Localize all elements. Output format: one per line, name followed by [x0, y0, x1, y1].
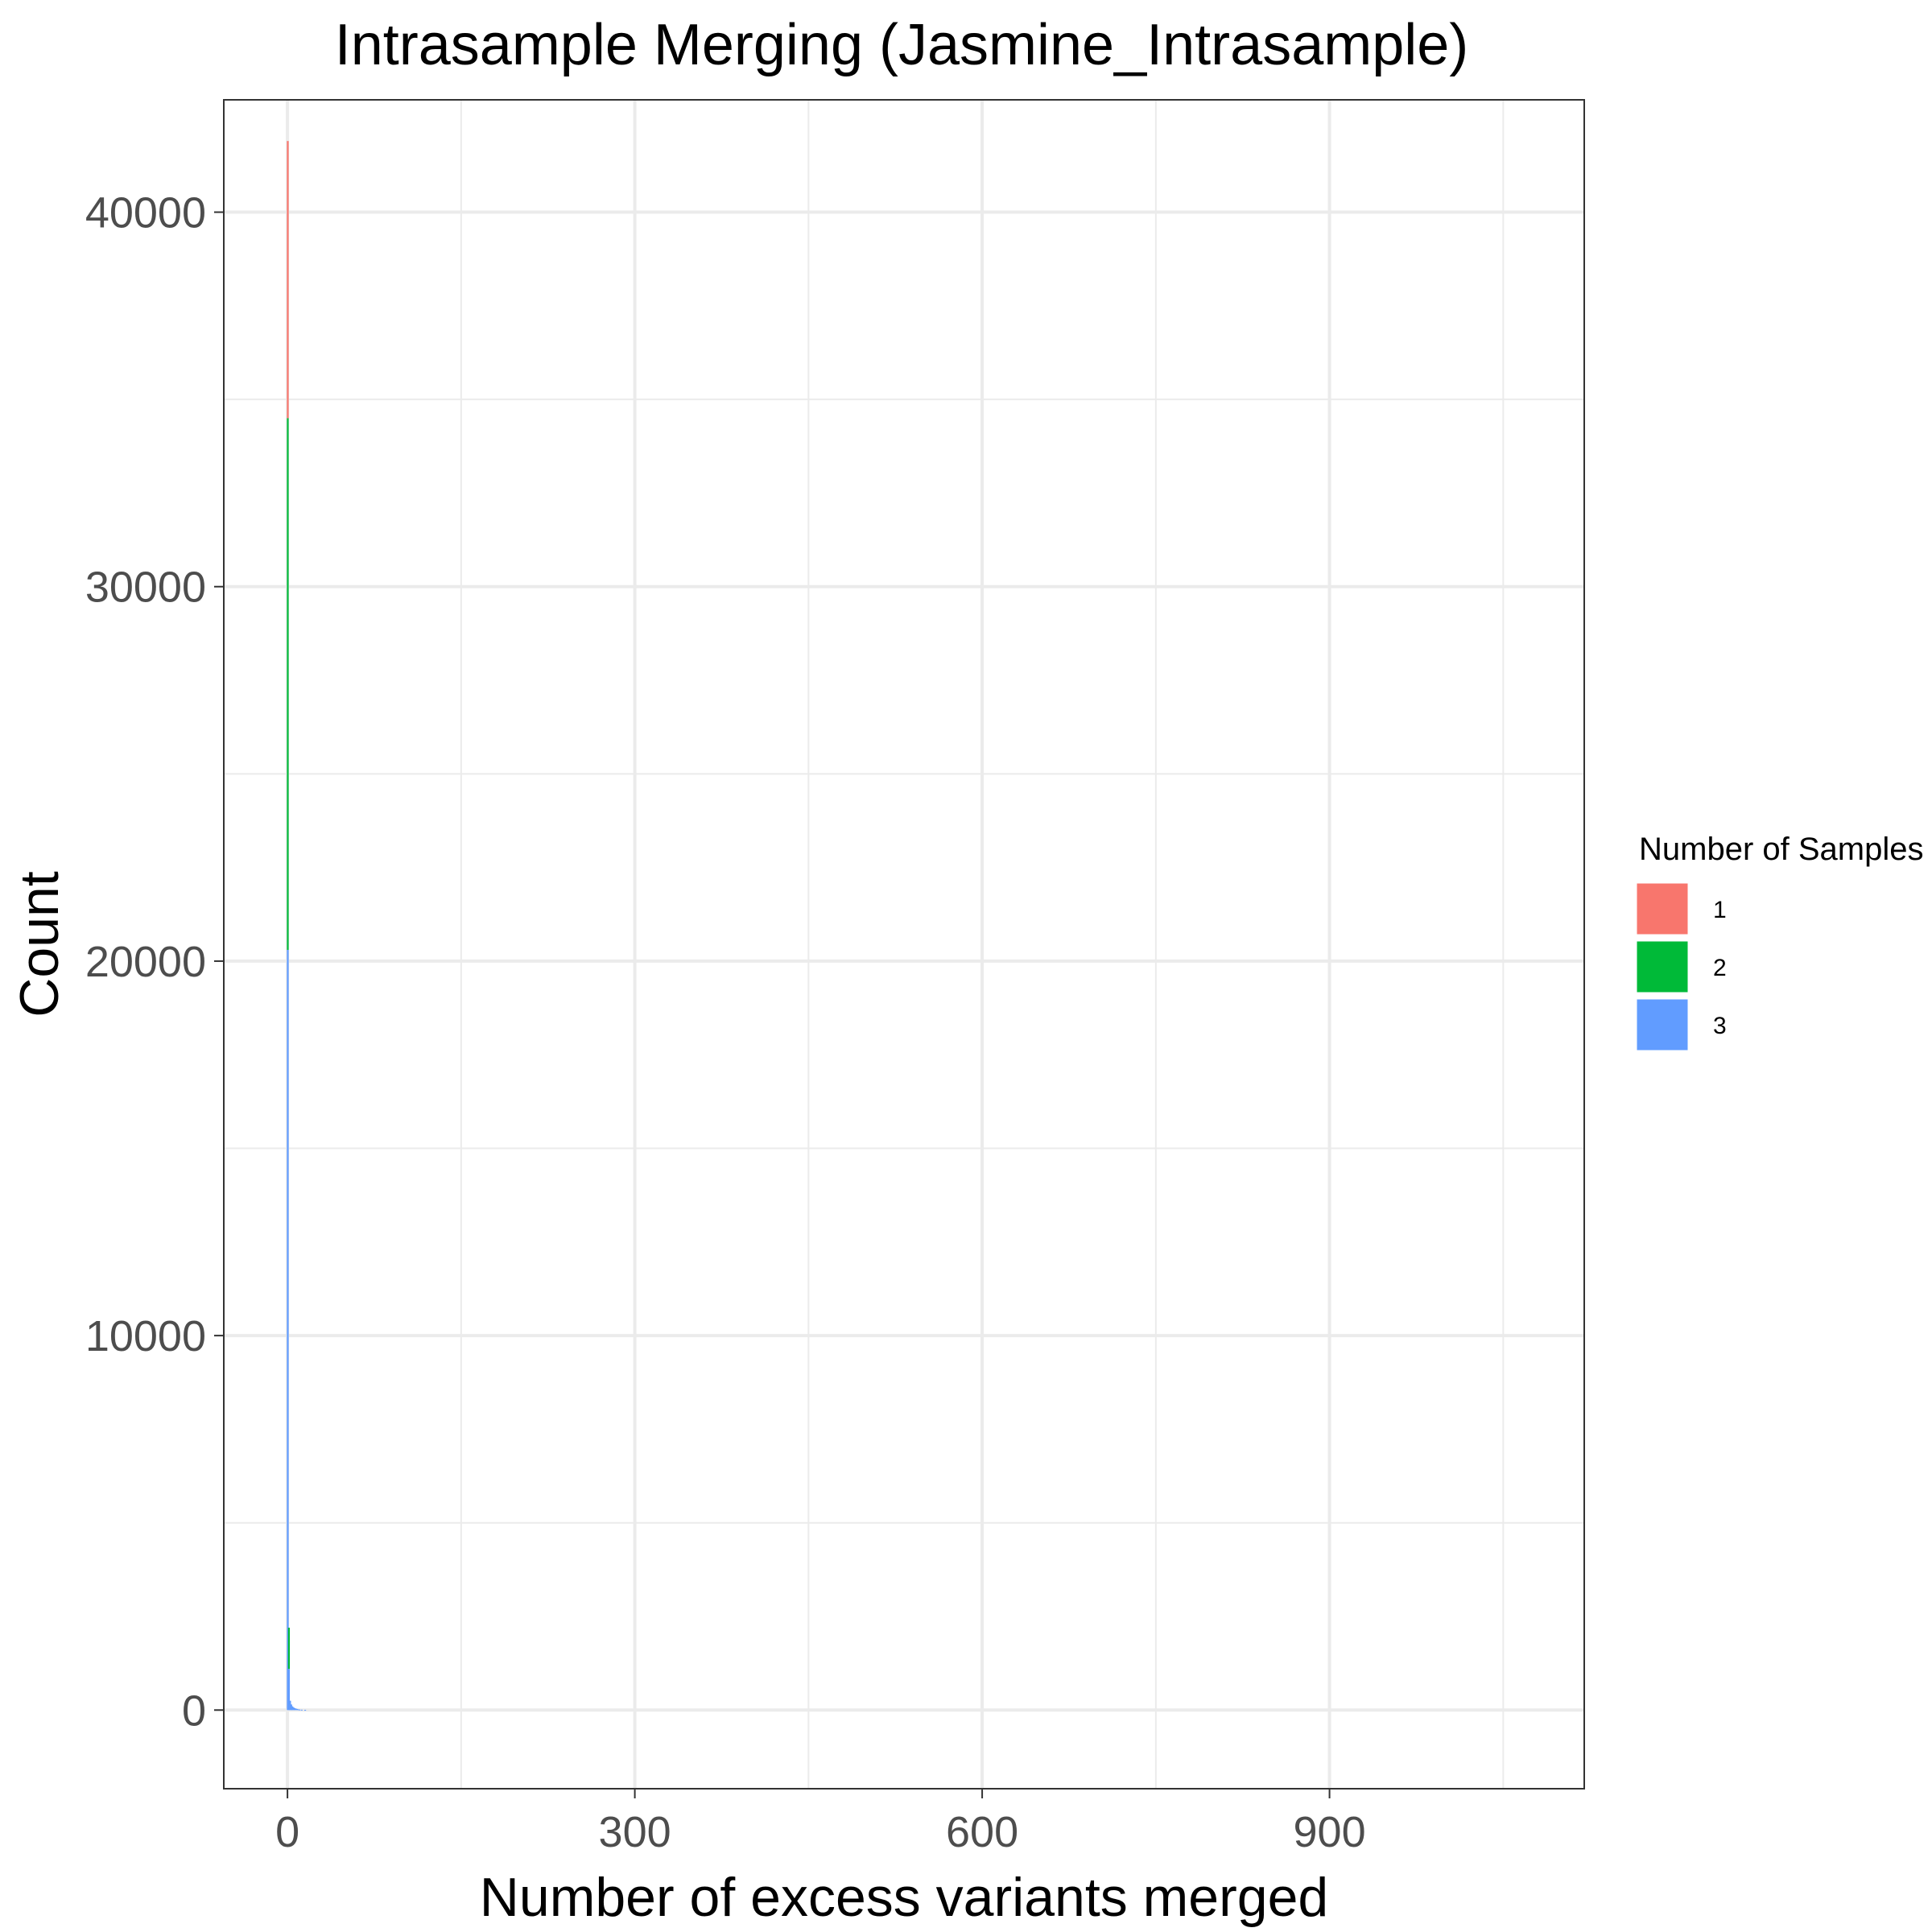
legend-label-2: 2 — [1713, 955, 1727, 981]
y-tick-label: 10000 — [85, 1312, 206, 1360]
panel-background — [224, 100, 1584, 1789]
bar-series-3 — [297, 1709, 299, 1711]
x-tick-label: 300 — [599, 1808, 671, 1856]
legend-label-3: 3 — [1713, 1013, 1727, 1039]
grid-minor — [224, 100, 1584, 1789]
y-tick-label: 40000 — [85, 189, 206, 237]
bar-series-3 — [290, 1704, 292, 1711]
x-axis-title: Number of excess variants merged — [480, 1867, 1328, 1928]
bar-series-2 — [287, 1627, 291, 1670]
bar-series-3 — [295, 1708, 299, 1711]
bar-series-3 — [291, 1706, 294, 1711]
bar-series-2 — [287, 418, 289, 950]
bar-series-3 — [303, 1710, 307, 1711]
x-tick-label: 900 — [1294, 1808, 1366, 1856]
bar-series-3 — [292, 1707, 295, 1711]
bar-series-1 — [287, 141, 289, 419]
y-tick-label: 20000 — [85, 938, 206, 986]
legend-key-1 — [1634, 881, 1690, 937]
legend-key-3 — [1634, 997, 1690, 1053]
bar-series-3 — [298, 1709, 300, 1711]
y-tick-label: 30000 — [85, 564, 206, 612]
x-axis: 0 300 600 900 — [275, 1789, 1366, 1856]
x-tick-label: 600 — [946, 1808, 1018, 1856]
plot-panel — [223, 99, 1585, 1790]
legend-title: Number of Samples — [1639, 832, 1923, 867]
bar-series-3 — [289, 1700, 291, 1711]
bar-series-3 — [295, 1708, 297, 1711]
histogram-bars — [287, 141, 307, 1711]
bar-series-3 — [287, 949, 289, 1711]
bar-series-3 — [287, 1669, 291, 1711]
panel-border — [223, 99, 1585, 1790]
legend-items: 1 2 3 — [1634, 881, 1727, 1053]
legend: Number of Samples 1 2 3 — [1634, 832, 1923, 1053]
x-tick-label: 0 — [275, 1808, 299, 1856]
y-tick-label: 0 — [182, 1686, 206, 1735]
chart-title: Intrasample Merging (Jasmine_Intrasample… — [335, 13, 1469, 77]
bar-series-3 — [294, 1707, 296, 1711]
bar-series-3 — [300, 1709, 303, 1711]
legend-key-2 — [1634, 939, 1690, 995]
legend-label-1: 1 — [1713, 897, 1727, 923]
y-axis: 0 10000 20000 30000 40000 — [85, 189, 224, 1735]
y-axis-title: Count — [9, 871, 70, 1018]
